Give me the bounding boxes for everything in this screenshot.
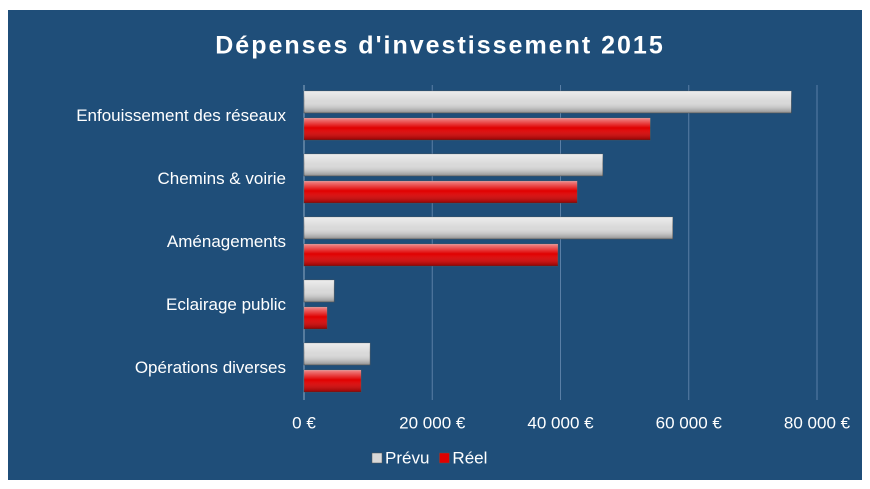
y-tick-label: Enfouissement des réseaux xyxy=(76,106,286,125)
x-tick-label: 20 000 € xyxy=(399,413,466,432)
legend-swatch xyxy=(439,452,450,464)
bar-shine xyxy=(304,280,335,302)
bar-shine xyxy=(304,181,578,203)
bar-shine xyxy=(304,154,603,176)
y-tick-label: Chemins & voirie xyxy=(158,169,287,188)
bar-shine xyxy=(304,307,328,329)
chart-title: Dépenses d'investissement 2015 xyxy=(215,32,664,60)
bar-shine xyxy=(304,217,673,239)
bar-shine xyxy=(304,244,558,266)
x-tick-label: 0 € xyxy=(292,413,316,432)
y-tick-label: Eclairage public xyxy=(166,295,287,314)
legend-swatch xyxy=(371,452,383,464)
x-tick-label: 80 000 € xyxy=(784,413,851,432)
bar-shine xyxy=(304,91,792,113)
y-tick-label: Aménagements xyxy=(167,232,286,251)
y-tick-label: Opérations diverses xyxy=(135,358,286,377)
legend-label: Prévu xyxy=(385,448,429,467)
x-tick-label: 60 000 € xyxy=(656,413,723,432)
bar-shine xyxy=(304,343,371,365)
bar-shine xyxy=(304,118,651,140)
legend-label: Réel xyxy=(452,448,487,467)
x-tick-label: 40 000 € xyxy=(527,413,594,432)
bar-shine xyxy=(304,370,362,392)
